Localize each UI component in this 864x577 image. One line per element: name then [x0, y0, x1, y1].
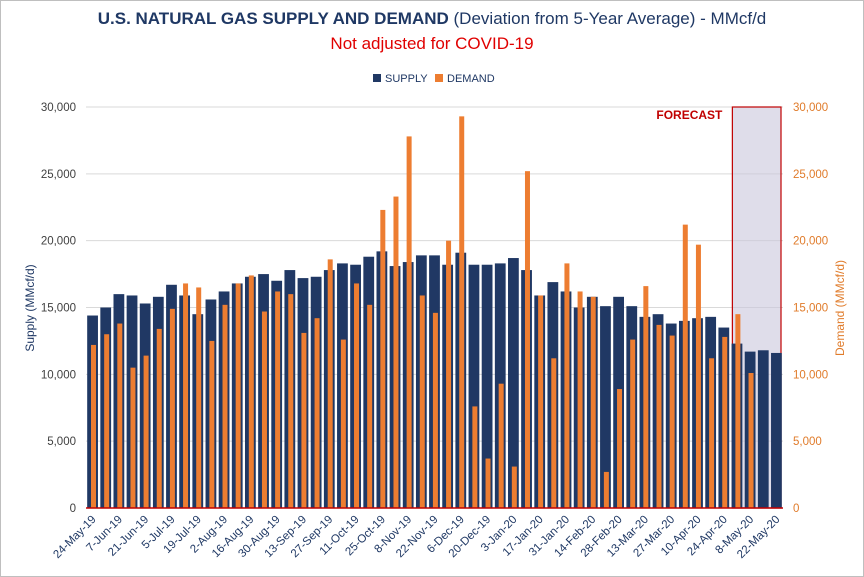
- demand-bar: [327, 259, 333, 508]
- demand-bar: [380, 209, 386, 509]
- demand-bar: [261, 311, 267, 508]
- demand-bar: [617, 389, 623, 508]
- demand-bar: [354, 283, 360, 508]
- legend: SUPPLY DEMAND: [373, 73, 495, 85]
- demand-bar: [275, 291, 281, 508]
- demand-bar: [459, 116, 465, 509]
- supply-bar: [481, 264, 493, 508]
- supply-bar: [771, 352, 782, 508]
- y-tick-left: 30,000: [41, 102, 76, 114]
- chart-subtitle: Not adjusted for COVID-19: [330, 34, 534, 53]
- y-tick-right: 5,000: [793, 436, 822, 448]
- demand-bar: [91, 344, 96, 508]
- demand-bar: [117, 323, 123, 508]
- demand-bar: [104, 334, 110, 508]
- y-tick-left: 15,000: [41, 303, 76, 315]
- demand-bar: [511, 466, 517, 508]
- forecast-label: FORECAST: [656, 108, 723, 122]
- demand-bar: [432, 312, 438, 508]
- y-tick-left: 5,000: [47, 436, 76, 448]
- chart-title-rest: (Deviation from 5-Year Average) - MMcf/d: [448, 9, 767, 28]
- y-tick-right: 25,000: [793, 169, 828, 181]
- demand-bar: [406, 136, 412, 508]
- y-tick-left: 10,000: [41, 369, 76, 381]
- demand-bar: [472, 406, 478, 508]
- demand-bar: [288, 294, 294, 508]
- demand-bar: [340, 339, 346, 508]
- demand-bar: [367, 304, 373, 508]
- demand-bar: [314, 318, 320, 508]
- y-axis-left-title: Supply (MMcf/d): [23, 264, 37, 351]
- demand-bar: [235, 283, 241, 508]
- demand-bar: [656, 324, 662, 508]
- demand-bar: [130, 367, 136, 508]
- bars-group: [87, 116, 782, 509]
- y-tick-right: 30,000: [793, 102, 828, 114]
- chart-title: U.S. NATURAL GAS SUPPLY AND DEMAND (Devi…: [1, 9, 863, 29]
- legend-swatch-supply: [373, 74, 381, 82]
- demand-bar: [590, 296, 596, 508]
- demand-bar: [551, 358, 557, 508]
- demand-bar: [709, 358, 715, 508]
- y-tick-left: 20,000: [41, 236, 76, 248]
- demand-bar: [209, 340, 215, 508]
- demand-bar: [485, 458, 491, 508]
- demand-bar: [538, 295, 544, 508]
- supply-bar: [468, 264, 480, 508]
- y-tick-right: 0: [793, 503, 799, 515]
- demand-bar: [446, 240, 452, 509]
- y-axis-right-title: Demand (MMcf/d): [833, 260, 847, 356]
- y-tick-right: 15,000: [793, 303, 828, 315]
- chart-title-bold: U.S. NATURAL GAS SUPPLY AND DEMAND: [97, 9, 449, 28]
- supply-bar: [508, 258, 519, 508]
- demand-bar: [419, 295, 425, 508]
- demand-bar: [643, 286, 649, 508]
- y-tick-right: 20,000: [793, 236, 828, 248]
- demand-bar: [630, 339, 636, 508]
- demand-bar: [393, 196, 399, 508]
- demand-bar: [669, 335, 675, 508]
- demand-bar: [498, 383, 504, 508]
- demand-bar: [169, 308, 175, 508]
- demand-bar: [722, 336, 728, 508]
- demand-bar: [301, 332, 307, 508]
- legend-label-demand: DEMAND: [447, 73, 495, 85]
- y-tick-left: 25,000: [41, 169, 76, 181]
- y-tick-right: 10,000: [793, 369, 828, 381]
- demand-bar: [143, 355, 149, 508]
- demand-bar: [524, 171, 530, 508]
- demand-bar: [682, 224, 688, 508]
- legend-label-supply: SUPPLY: [385, 73, 428, 85]
- supply-bar: [600, 306, 611, 508]
- demand-bar: [564, 263, 570, 508]
- demand-bar: [603, 471, 609, 508]
- demand-bar: [695, 244, 701, 508]
- demand-bar: [183, 283, 189, 508]
- demand-bar: [196, 287, 202, 508]
- legend-swatch-demand: [435, 74, 443, 82]
- demand-bar: [577, 291, 583, 508]
- demand-bar: [735, 314, 741, 508]
- demand-bar: [156, 328, 162, 508]
- supply-bar: [757, 350, 769, 508]
- demand-bar: [222, 304, 228, 508]
- y-tick-left: 0: [70, 503, 76, 515]
- demand-bar: [248, 275, 254, 508]
- demand-bar: [748, 373, 754, 508]
